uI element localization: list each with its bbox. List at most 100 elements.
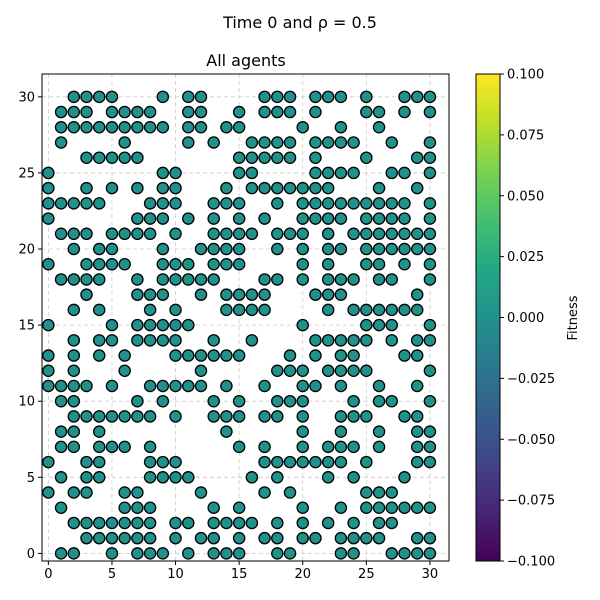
agent-point (54, 471, 68, 484)
agent-point (283, 90, 297, 104)
y-tick-label: 20 (18, 243, 35, 258)
y-tick-label: 0 (27, 547, 35, 562)
agent-point (296, 425, 309, 438)
agent-point (385, 197, 399, 210)
agent-point (360, 334, 373, 347)
agent-point (410, 410, 424, 423)
agent-point (334, 197, 348, 210)
agent-point (80, 455, 93, 469)
agent-point (271, 197, 284, 210)
agent-point (207, 547, 220, 560)
agent-point (398, 212, 411, 225)
agent-point (67, 547, 81, 560)
agent-point (143, 121, 157, 134)
agent-point (321, 212, 335, 225)
agent-point (232, 242, 246, 256)
agent-point (360, 531, 373, 545)
y-tick-label: 25 (18, 166, 35, 181)
agent-point (423, 364, 437, 378)
agent-point (207, 136, 220, 149)
colorbar-label: Fitness (566, 295, 581, 340)
agent-point (169, 166, 182, 180)
agent-point (67, 410, 81, 423)
agent-point (296, 516, 309, 530)
agent-point (232, 197, 246, 210)
agent-point (423, 425, 437, 438)
agent-point (156, 181, 170, 195)
agent-point (271, 455, 284, 469)
agent-point (321, 257, 335, 271)
agent-point (92, 334, 106, 347)
agent-point (360, 303, 373, 317)
agent-point (423, 455, 437, 469)
agent-point (309, 181, 322, 195)
agent-point (258, 531, 271, 545)
agent-point (360, 151, 373, 164)
agent-point (334, 379, 348, 393)
agent-point (321, 197, 335, 210)
agent-point (385, 303, 399, 317)
agent-point (385, 547, 399, 560)
agent-point (232, 212, 246, 225)
agent-point (194, 121, 208, 134)
x-tick-label: 5 (108, 567, 116, 582)
agent-point (80, 227, 93, 241)
agent-point (283, 136, 297, 149)
agent-point (232, 440, 246, 454)
agent-point (182, 318, 195, 332)
colorbar (475, 73, 501, 562)
agent-point (207, 349, 220, 362)
agent-point (143, 334, 157, 347)
x-tick-label: 30 (422, 567, 439, 582)
agent-point (194, 486, 208, 499)
agent-point (423, 136, 437, 149)
agent-point (131, 501, 144, 514)
agent-point (385, 242, 399, 256)
agent-point (372, 303, 386, 317)
agent-point (410, 288, 424, 301)
x-tick-label: 20 (294, 567, 311, 582)
agent-point (271, 242, 284, 256)
colorbar-tick-label: −0.025 (507, 372, 555, 387)
agent-point (398, 257, 411, 271)
agent-point (143, 455, 157, 469)
y-tick-label: 30 (18, 90, 35, 105)
agent-point (258, 181, 271, 195)
colorbar-tick-label: 0.025 (507, 250, 544, 265)
agent-point (347, 516, 360, 530)
agent-point (321, 181, 335, 195)
agent-point (207, 410, 220, 423)
x-tick-label: 15 (231, 567, 248, 582)
x-tick-label: 0 (44, 567, 52, 582)
agent-point (372, 105, 386, 119)
agent-point (296, 410, 309, 423)
agent-point (423, 318, 437, 332)
agents-scatter (42, 90, 437, 560)
agent-point (309, 379, 322, 393)
agent-point (105, 181, 119, 195)
agent-point (220, 410, 233, 423)
agent-point (334, 136, 348, 149)
agent-point (131, 516, 144, 530)
agent-point (131, 410, 144, 423)
agent-point (360, 242, 373, 256)
agent-point (143, 318, 157, 332)
agent-point (42, 486, 55, 499)
agent-point (258, 212, 271, 225)
agent-point (105, 90, 119, 104)
agent-point (169, 257, 182, 271)
agent-point (321, 136, 335, 149)
agent-point (398, 166, 411, 180)
agent-point (334, 440, 348, 454)
agent-point (271, 136, 284, 149)
agent-point (423, 212, 437, 225)
agent-point (258, 440, 271, 454)
agent-point (105, 531, 119, 545)
agent-point (296, 197, 309, 210)
agent-point (182, 257, 195, 271)
agent-point (398, 303, 411, 317)
agent-point (360, 105, 373, 119)
agent-point (92, 242, 106, 256)
agent-point (309, 334, 322, 347)
agent-point (398, 105, 411, 119)
